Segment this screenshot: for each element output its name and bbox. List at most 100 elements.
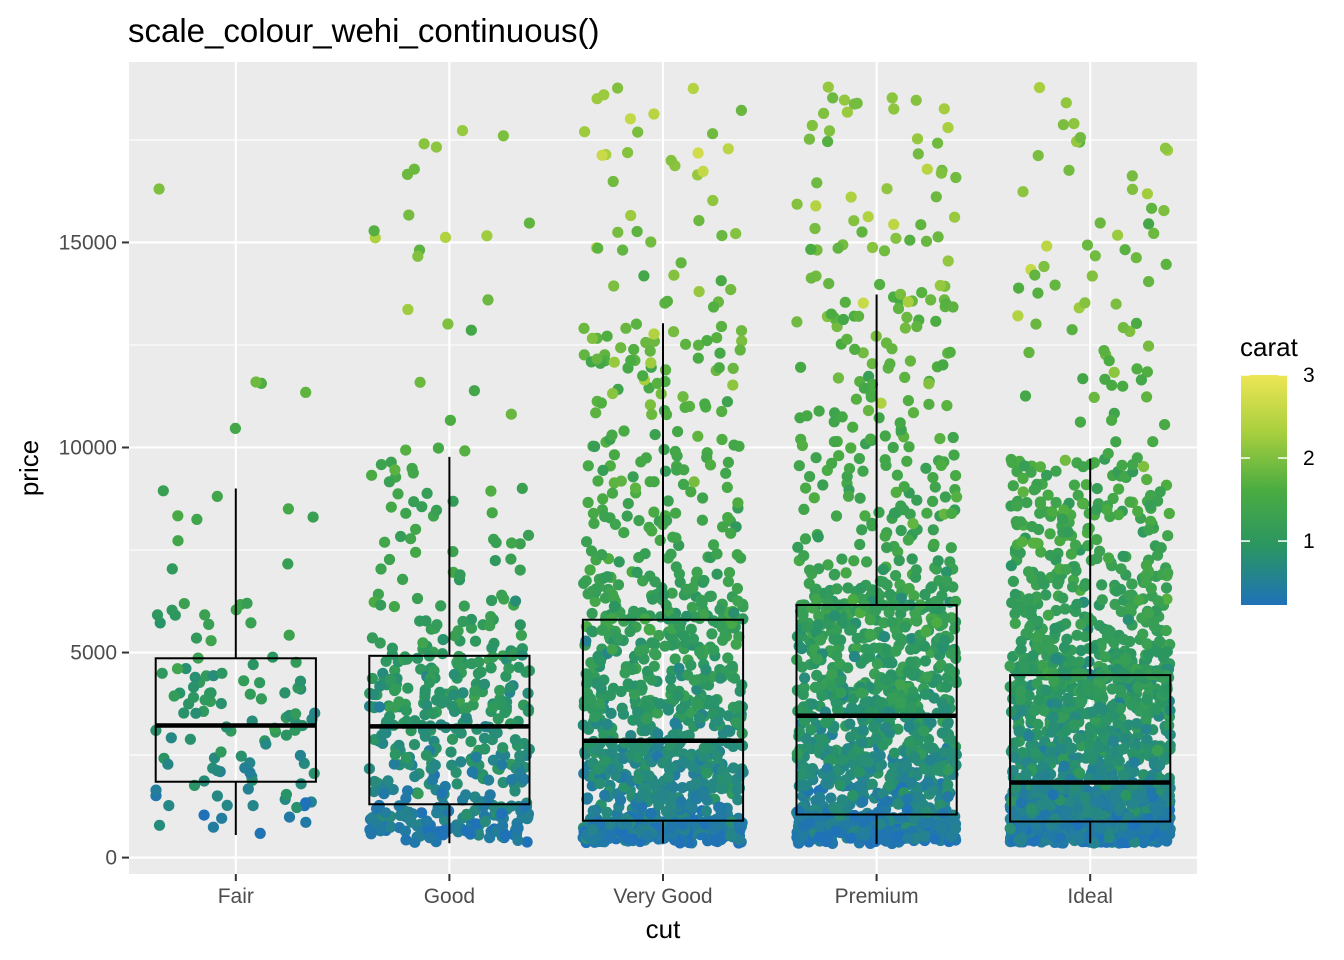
data-point <box>648 108 660 120</box>
data-point <box>677 478 690 490</box>
data-point <box>456 125 469 137</box>
data-point <box>895 524 907 537</box>
data-point <box>834 675 847 687</box>
data-point <box>891 469 904 481</box>
data-point <box>400 752 413 764</box>
data-point <box>905 701 917 713</box>
data-point <box>1054 743 1066 755</box>
data-point <box>215 746 227 758</box>
data-point <box>290 708 302 720</box>
data-point <box>450 766 462 779</box>
data-point <box>838 94 851 106</box>
data-point <box>910 94 922 106</box>
data-point <box>423 676 436 689</box>
data-point <box>841 106 854 118</box>
data-point <box>1108 637 1120 649</box>
data-point <box>622 147 634 159</box>
data-point <box>662 703 674 715</box>
data-point <box>893 554 905 567</box>
data-point <box>1086 753 1098 765</box>
data-point <box>412 788 424 800</box>
data-point <box>727 379 739 391</box>
data-point <box>509 785 521 797</box>
data-point <box>465 613 477 626</box>
data-point <box>692 430 704 442</box>
data-point <box>1009 737 1021 749</box>
data-point <box>876 697 888 709</box>
data-point <box>191 513 203 526</box>
data-point <box>596 549 608 561</box>
data-point <box>221 799 233 812</box>
data-point <box>868 642 880 654</box>
data-point <box>1030 632 1042 644</box>
data-point <box>1041 240 1053 252</box>
data-point <box>919 655 932 667</box>
data-point <box>419 687 431 699</box>
data-point <box>730 716 742 728</box>
data-point <box>1050 653 1062 665</box>
data-point <box>904 234 916 246</box>
data-point <box>473 656 485 668</box>
data-point <box>686 801 698 814</box>
data-point <box>1050 496 1062 509</box>
data-point <box>591 93 603 105</box>
data-point <box>937 359 949 371</box>
data-point <box>635 456 647 468</box>
data-point <box>829 825 841 838</box>
data-point <box>612 226 624 238</box>
data-point <box>461 808 473 821</box>
data-point <box>724 830 736 842</box>
data-point <box>460 789 472 801</box>
data-point <box>870 604 882 616</box>
data-point <box>1040 589 1052 601</box>
data-point <box>1005 560 1018 572</box>
data-point <box>487 651 499 663</box>
data-point <box>644 624 656 636</box>
data-point <box>795 769 807 781</box>
data-point <box>949 823 962 835</box>
data-point <box>1021 497 1033 509</box>
data-point <box>652 728 664 740</box>
data-point <box>1042 609 1054 621</box>
data-point <box>902 534 915 546</box>
chart-title: scale_colour_wehi_continuous() <box>128 12 599 49</box>
data-point <box>1102 624 1115 636</box>
data-point <box>499 829 511 842</box>
data-point <box>731 582 744 595</box>
data-point <box>857 297 869 309</box>
data-point <box>624 625 636 638</box>
data-point <box>580 635 592 647</box>
data-point <box>1093 796 1105 808</box>
data-point <box>380 807 392 819</box>
data-point <box>601 330 613 342</box>
data-point <box>523 217 536 229</box>
data-point <box>1094 545 1106 557</box>
data-point <box>685 659 697 671</box>
data-point <box>842 490 855 502</box>
data-point <box>716 230 728 242</box>
data-point <box>811 653 824 665</box>
data-point <box>825 771 837 783</box>
data-point <box>798 550 810 562</box>
data-point <box>1103 552 1115 564</box>
data-point <box>1100 715 1112 727</box>
data-point <box>608 592 620 604</box>
data-point <box>1132 505 1144 517</box>
data-point <box>722 724 734 737</box>
data-point <box>879 673 891 686</box>
data-point <box>613 556 625 568</box>
data-point <box>671 745 683 757</box>
data-point <box>1074 416 1086 428</box>
data-point <box>927 524 939 536</box>
data-point <box>624 113 637 125</box>
data-point <box>727 362 739 374</box>
data-point <box>1141 391 1153 403</box>
data-point <box>1123 589 1135 602</box>
data-point <box>409 836 421 848</box>
data-point <box>1067 581 1079 593</box>
data-point <box>582 460 594 472</box>
data-point <box>879 530 891 542</box>
data-point <box>465 622 478 634</box>
data-point <box>578 700 590 712</box>
